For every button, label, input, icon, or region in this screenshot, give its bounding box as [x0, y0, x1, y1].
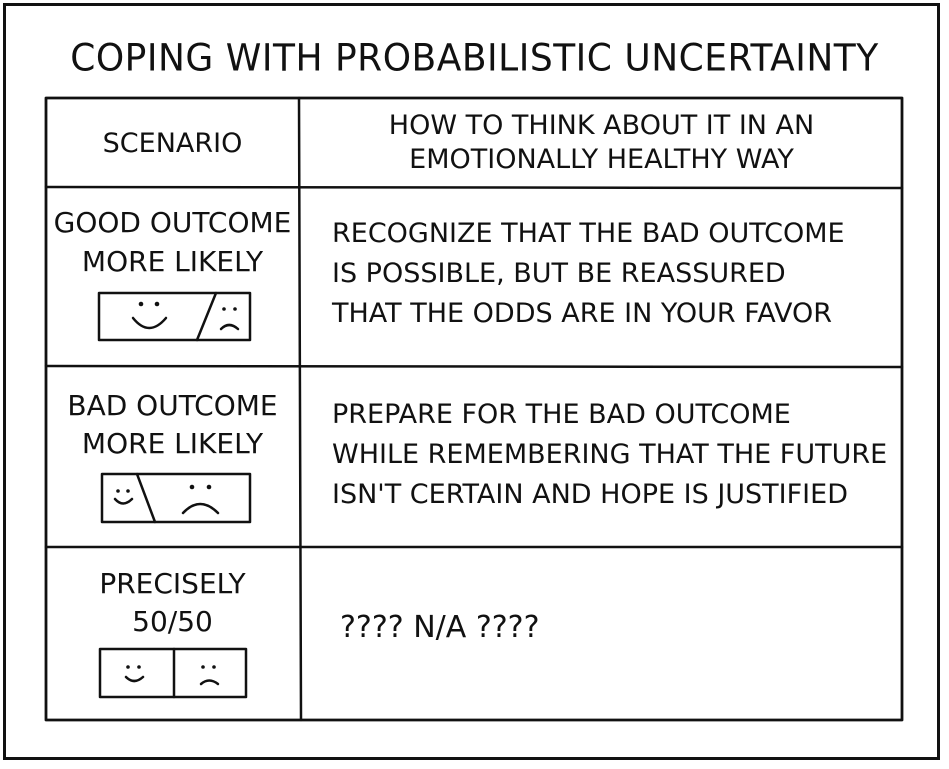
sad-face-icon: [181, 484, 220, 515]
row-divider-1: [44, 364, 904, 369]
header-scenario: SCENARIO: [102, 128, 243, 159]
probability-box-bad-likely: [100, 472, 252, 524]
happy-face-icon: [124, 665, 145, 683]
table-border: [44, 96, 904, 722]
desc-good-line1: RECOGNIZE THAT THE BAD OUTCOME: [332, 218, 845, 249]
row-divider-header: [44, 185, 904, 190]
split-line: [195, 291, 218, 342]
desc-good-line3: THAT THE ODDS ARE IN YOUR FAVOR: [332, 298, 833, 329]
desc-good-line2: IS POSSIBLE, BUT BE REASSURED: [332, 258, 786, 289]
desc-even-line1: ???? N/A ????: [340, 610, 540, 645]
sad-face-icon: [219, 307, 240, 331]
scenario-bad-line1: BAD OUTCOME: [67, 389, 278, 422]
desc-bad-line1: PREPARE FOR THE BAD OUTCOME: [332, 399, 791, 430]
desc-bad-line3: ISN'T CERTAIN AND HOPE IS JUSTIFIED: [332, 479, 848, 510]
split-line: [135, 472, 157, 524]
happy-face-icon: [131, 301, 168, 330]
desc-bad-line2: WHILE REMEMBERING THAT THE FUTURE: [332, 439, 888, 470]
comic-panel: [3, 3, 940, 760]
scenario-good-line1: GOOD OUTCOME: [53, 206, 292, 239]
probability-box-fifty-fifty: [98, 647, 248, 699]
comic-title: COPING WITH PROBABILISTIC UNCERTAINTY: [70, 36, 879, 81]
probability-box-good-likely: [97, 291, 252, 342]
header-thinking-line2: EMOTIONALLY HEALTHY WAY: [409, 144, 794, 175]
column-divider: [297, 96, 303, 722]
sad-face-icon: [199, 665, 220, 686]
header-thinking-line1: HOW TO THINK ABOUT IT IN AN: [388, 110, 815, 141]
scenario-good-line2: MORE LIKELY: [81, 245, 264, 278]
scenario-even-line1: PRECISELY: [99, 567, 246, 600]
scenario-bad-line2: MORE LIKELY: [81, 427, 264, 460]
happy-face-icon: [113, 489, 134, 505]
scenario-even-line2: 50/50: [132, 605, 213, 638]
